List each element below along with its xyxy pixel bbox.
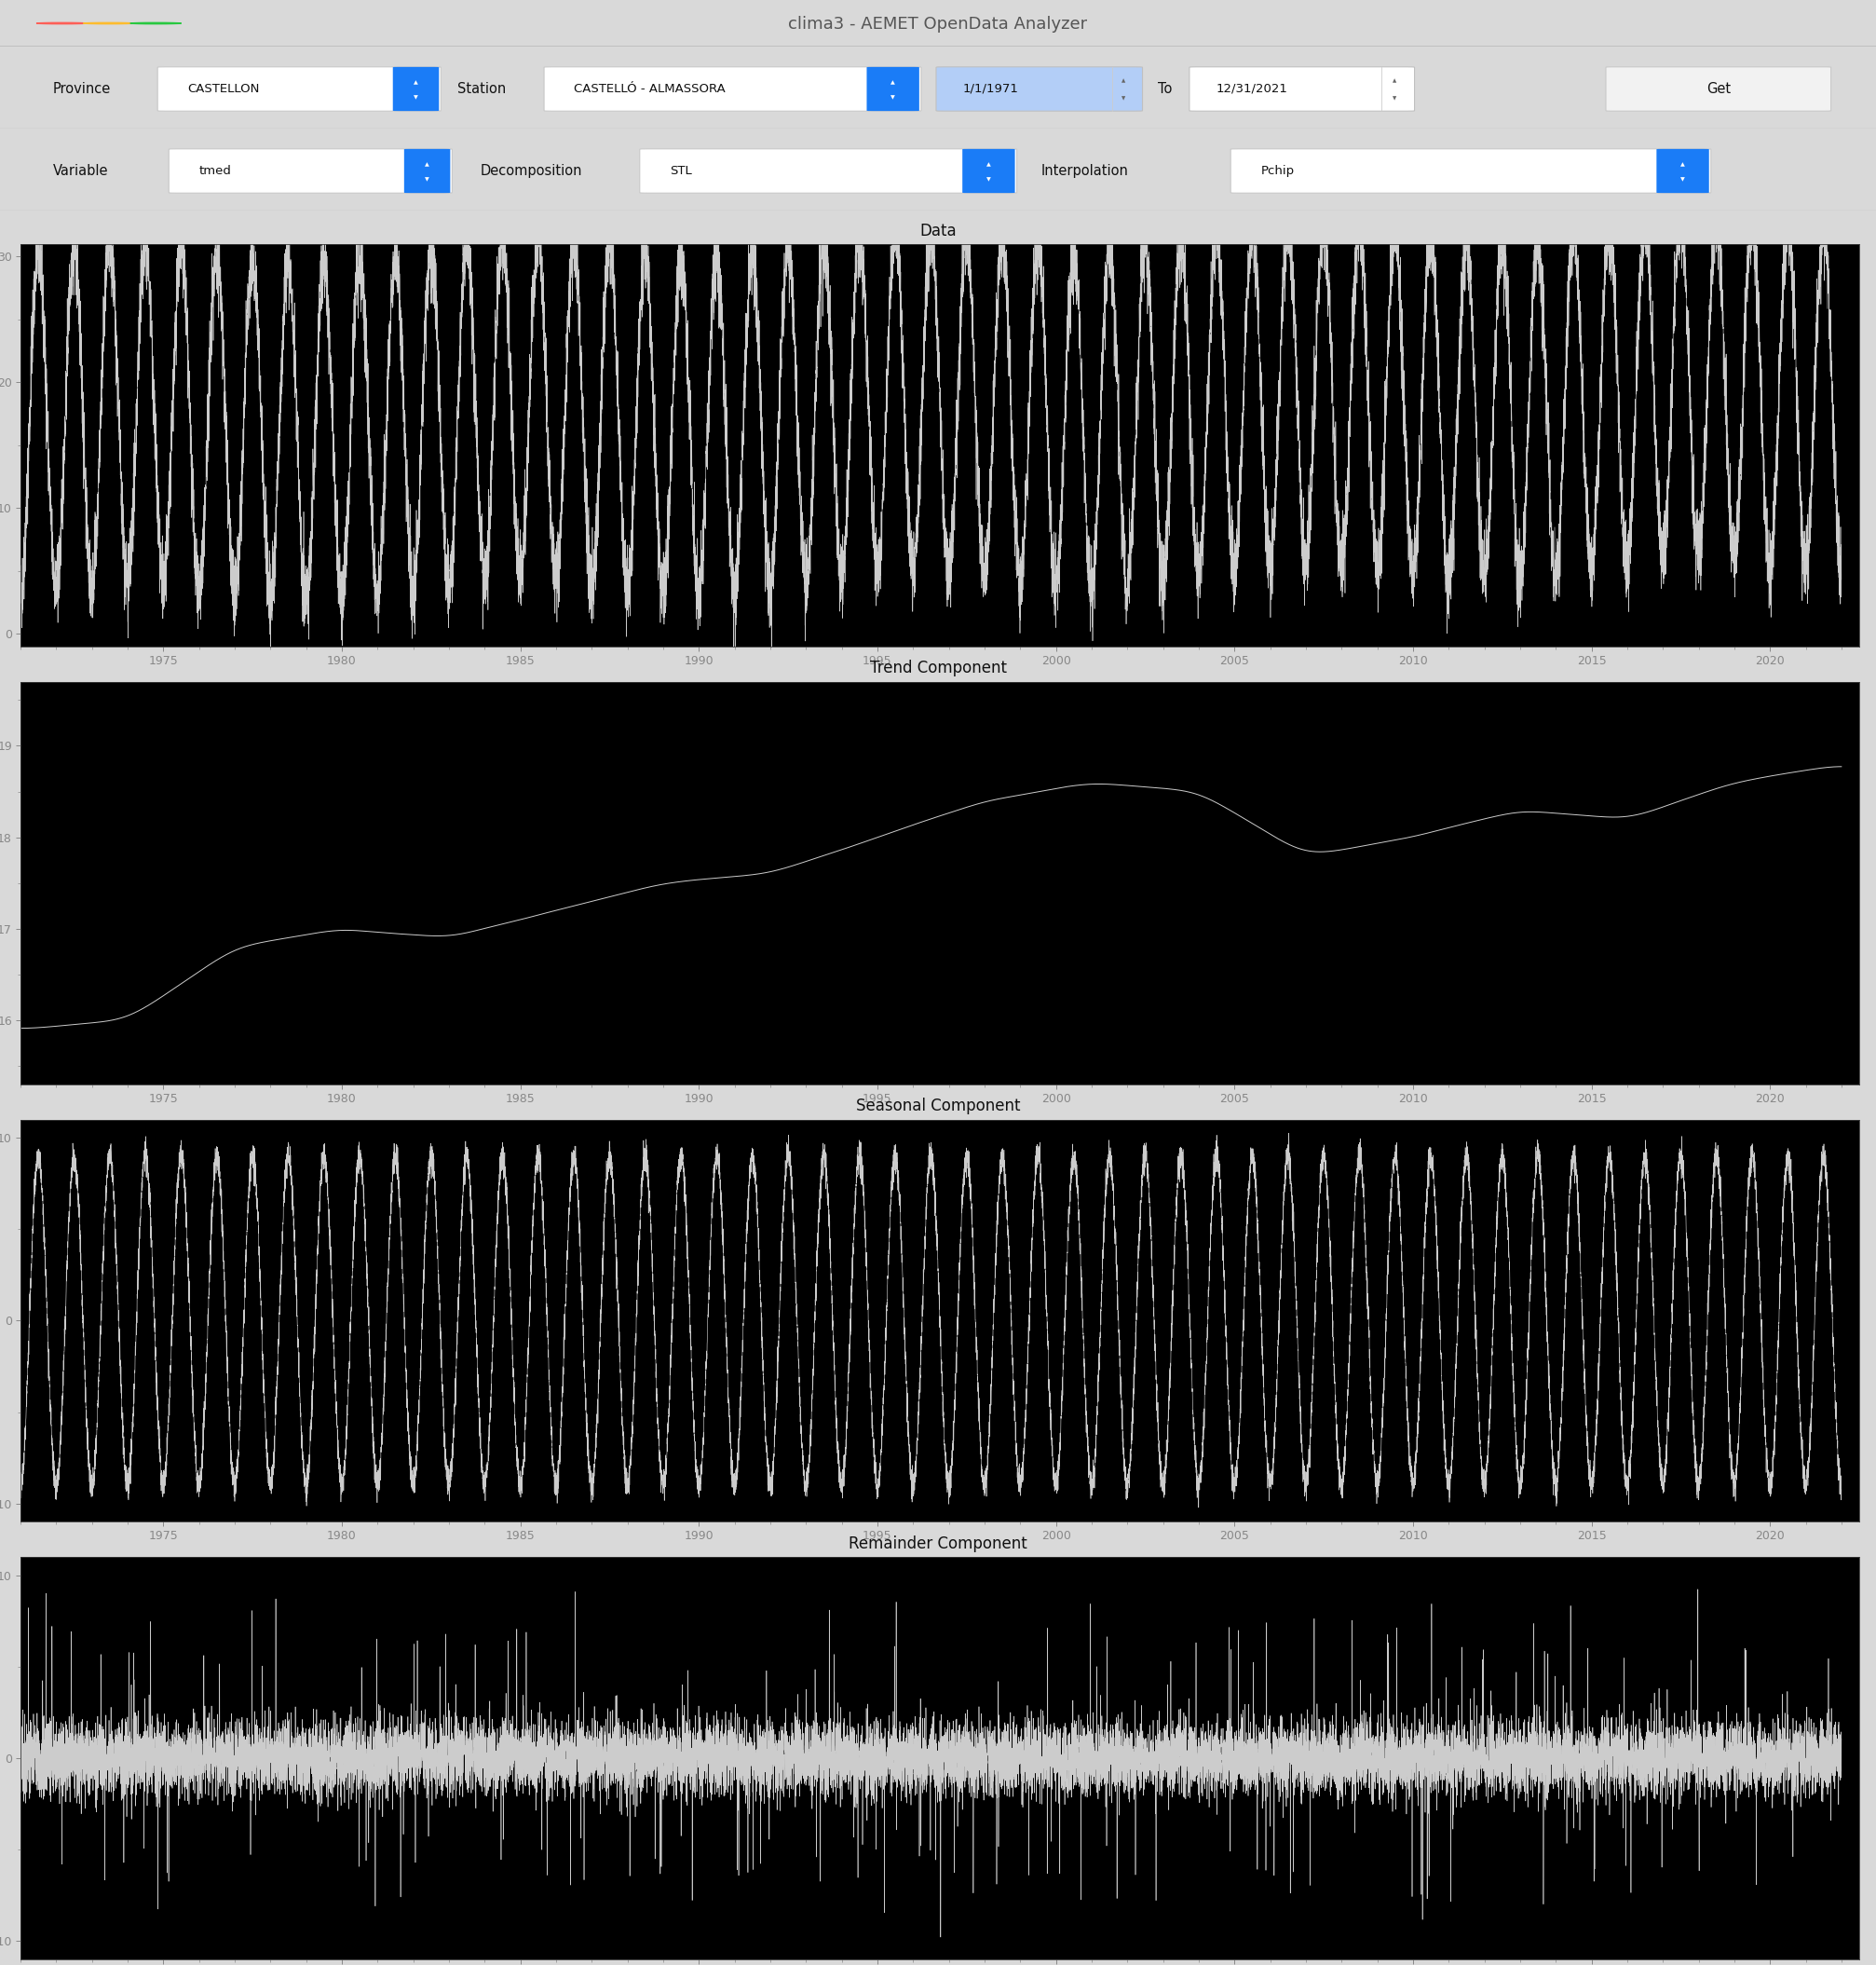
FancyBboxPatch shape bbox=[1657, 149, 1709, 193]
Text: Seasonal Component: Seasonal Component bbox=[855, 1098, 1021, 1114]
Text: To: To bbox=[1157, 83, 1172, 96]
Text: ▲: ▲ bbox=[987, 161, 991, 167]
FancyBboxPatch shape bbox=[392, 67, 439, 110]
FancyBboxPatch shape bbox=[1231, 149, 1711, 193]
Text: Trend Component: Trend Component bbox=[870, 660, 1006, 676]
Text: STL: STL bbox=[670, 165, 692, 177]
Text: ▼: ▼ bbox=[415, 96, 418, 100]
FancyBboxPatch shape bbox=[1606, 67, 1831, 112]
FancyBboxPatch shape bbox=[1189, 67, 1415, 112]
Text: Remainder Component: Remainder Component bbox=[848, 1535, 1028, 1552]
Text: Station: Station bbox=[458, 83, 507, 96]
FancyBboxPatch shape bbox=[544, 67, 921, 112]
FancyBboxPatch shape bbox=[867, 67, 919, 110]
Text: Decomposition: Decomposition bbox=[480, 163, 582, 179]
Text: ▼: ▼ bbox=[1392, 96, 1396, 100]
Text: 1/1/1971: 1/1/1971 bbox=[962, 83, 1019, 94]
Text: 12/31/2021: 12/31/2021 bbox=[1216, 83, 1287, 94]
Text: ▲: ▲ bbox=[426, 161, 430, 167]
Text: Variable: Variable bbox=[53, 163, 109, 179]
Text: ▲: ▲ bbox=[1122, 79, 1126, 83]
Text: ▲: ▲ bbox=[1392, 79, 1396, 83]
Text: ▲: ▲ bbox=[415, 81, 418, 84]
FancyBboxPatch shape bbox=[640, 149, 1017, 193]
Text: Pchip: Pchip bbox=[1261, 165, 1294, 177]
Text: CASTELLON: CASTELLON bbox=[188, 83, 259, 94]
Text: Interpolation: Interpolation bbox=[1041, 163, 1129, 179]
Text: clima3 - AEMET OpenData Analyzer: clima3 - AEMET OpenData Analyzer bbox=[788, 16, 1088, 33]
Text: ▲: ▲ bbox=[1681, 161, 1685, 167]
Text: ▼: ▼ bbox=[987, 177, 991, 183]
Text: ▲: ▲ bbox=[891, 81, 895, 84]
Text: tmed: tmed bbox=[199, 165, 231, 177]
FancyBboxPatch shape bbox=[936, 67, 1142, 112]
FancyBboxPatch shape bbox=[962, 149, 1015, 193]
Text: ▼: ▼ bbox=[1681, 177, 1685, 183]
Text: Province: Province bbox=[53, 83, 111, 96]
Text: Get: Get bbox=[1707, 83, 1730, 96]
Text: Data: Data bbox=[919, 222, 957, 240]
Text: CASTELLÓ - ALMASSORA: CASTELLÓ - ALMASSORA bbox=[574, 83, 726, 94]
Text: ▼: ▼ bbox=[891, 96, 895, 100]
FancyBboxPatch shape bbox=[158, 67, 441, 112]
FancyBboxPatch shape bbox=[403, 149, 450, 193]
Text: ▼: ▼ bbox=[426, 177, 430, 183]
Text: ▼: ▼ bbox=[1122, 96, 1126, 100]
FancyBboxPatch shape bbox=[169, 149, 452, 193]
